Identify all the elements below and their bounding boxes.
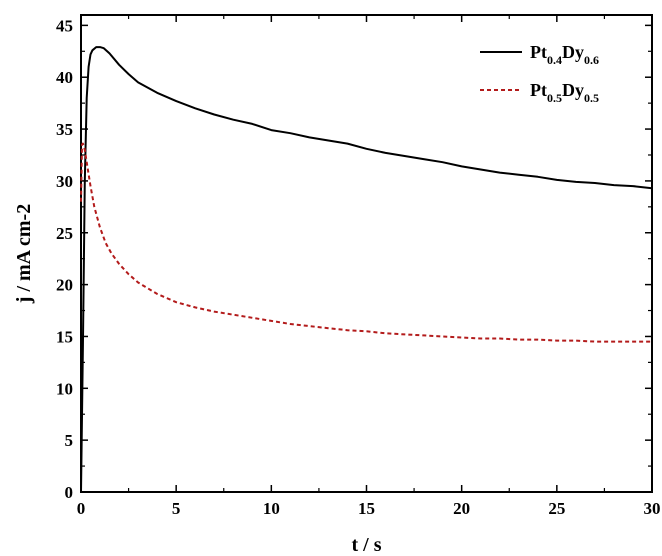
y-tick-label: 35 [56,120,73,139]
y-tick-label: 10 [56,379,73,398]
y-tick-label: 45 [56,16,73,35]
x-tick-label: 0 [77,499,86,518]
x-tick-label: 25 [548,499,565,518]
series-line-1 [80,142,652,343]
y-tick-label: 30 [56,172,73,191]
x-tick-label: 5 [172,499,181,518]
x-tick-label: 30 [644,499,661,518]
x-tick-label: 20 [453,499,470,518]
x-tick-label: 15 [358,499,375,518]
y-tick-label: 25 [56,224,73,243]
y-tick-label: 15 [56,327,73,346]
y-tick-label: 20 [56,276,73,295]
legend-label-0: Pt0.4Dy0.6 [530,42,599,67]
y-tick-label: 40 [56,68,73,87]
series-line-0 [80,46,653,493]
x-axis-title: t / s [352,534,382,556]
x-tick-label: 10 [263,499,280,518]
y-tick-label: 5 [65,431,74,450]
y-axis-title: j / mA cm-2 [13,204,35,304]
legend-label-1: Pt0.5Dy0.5 [530,80,599,105]
y-tick-label: 0 [65,483,74,502]
